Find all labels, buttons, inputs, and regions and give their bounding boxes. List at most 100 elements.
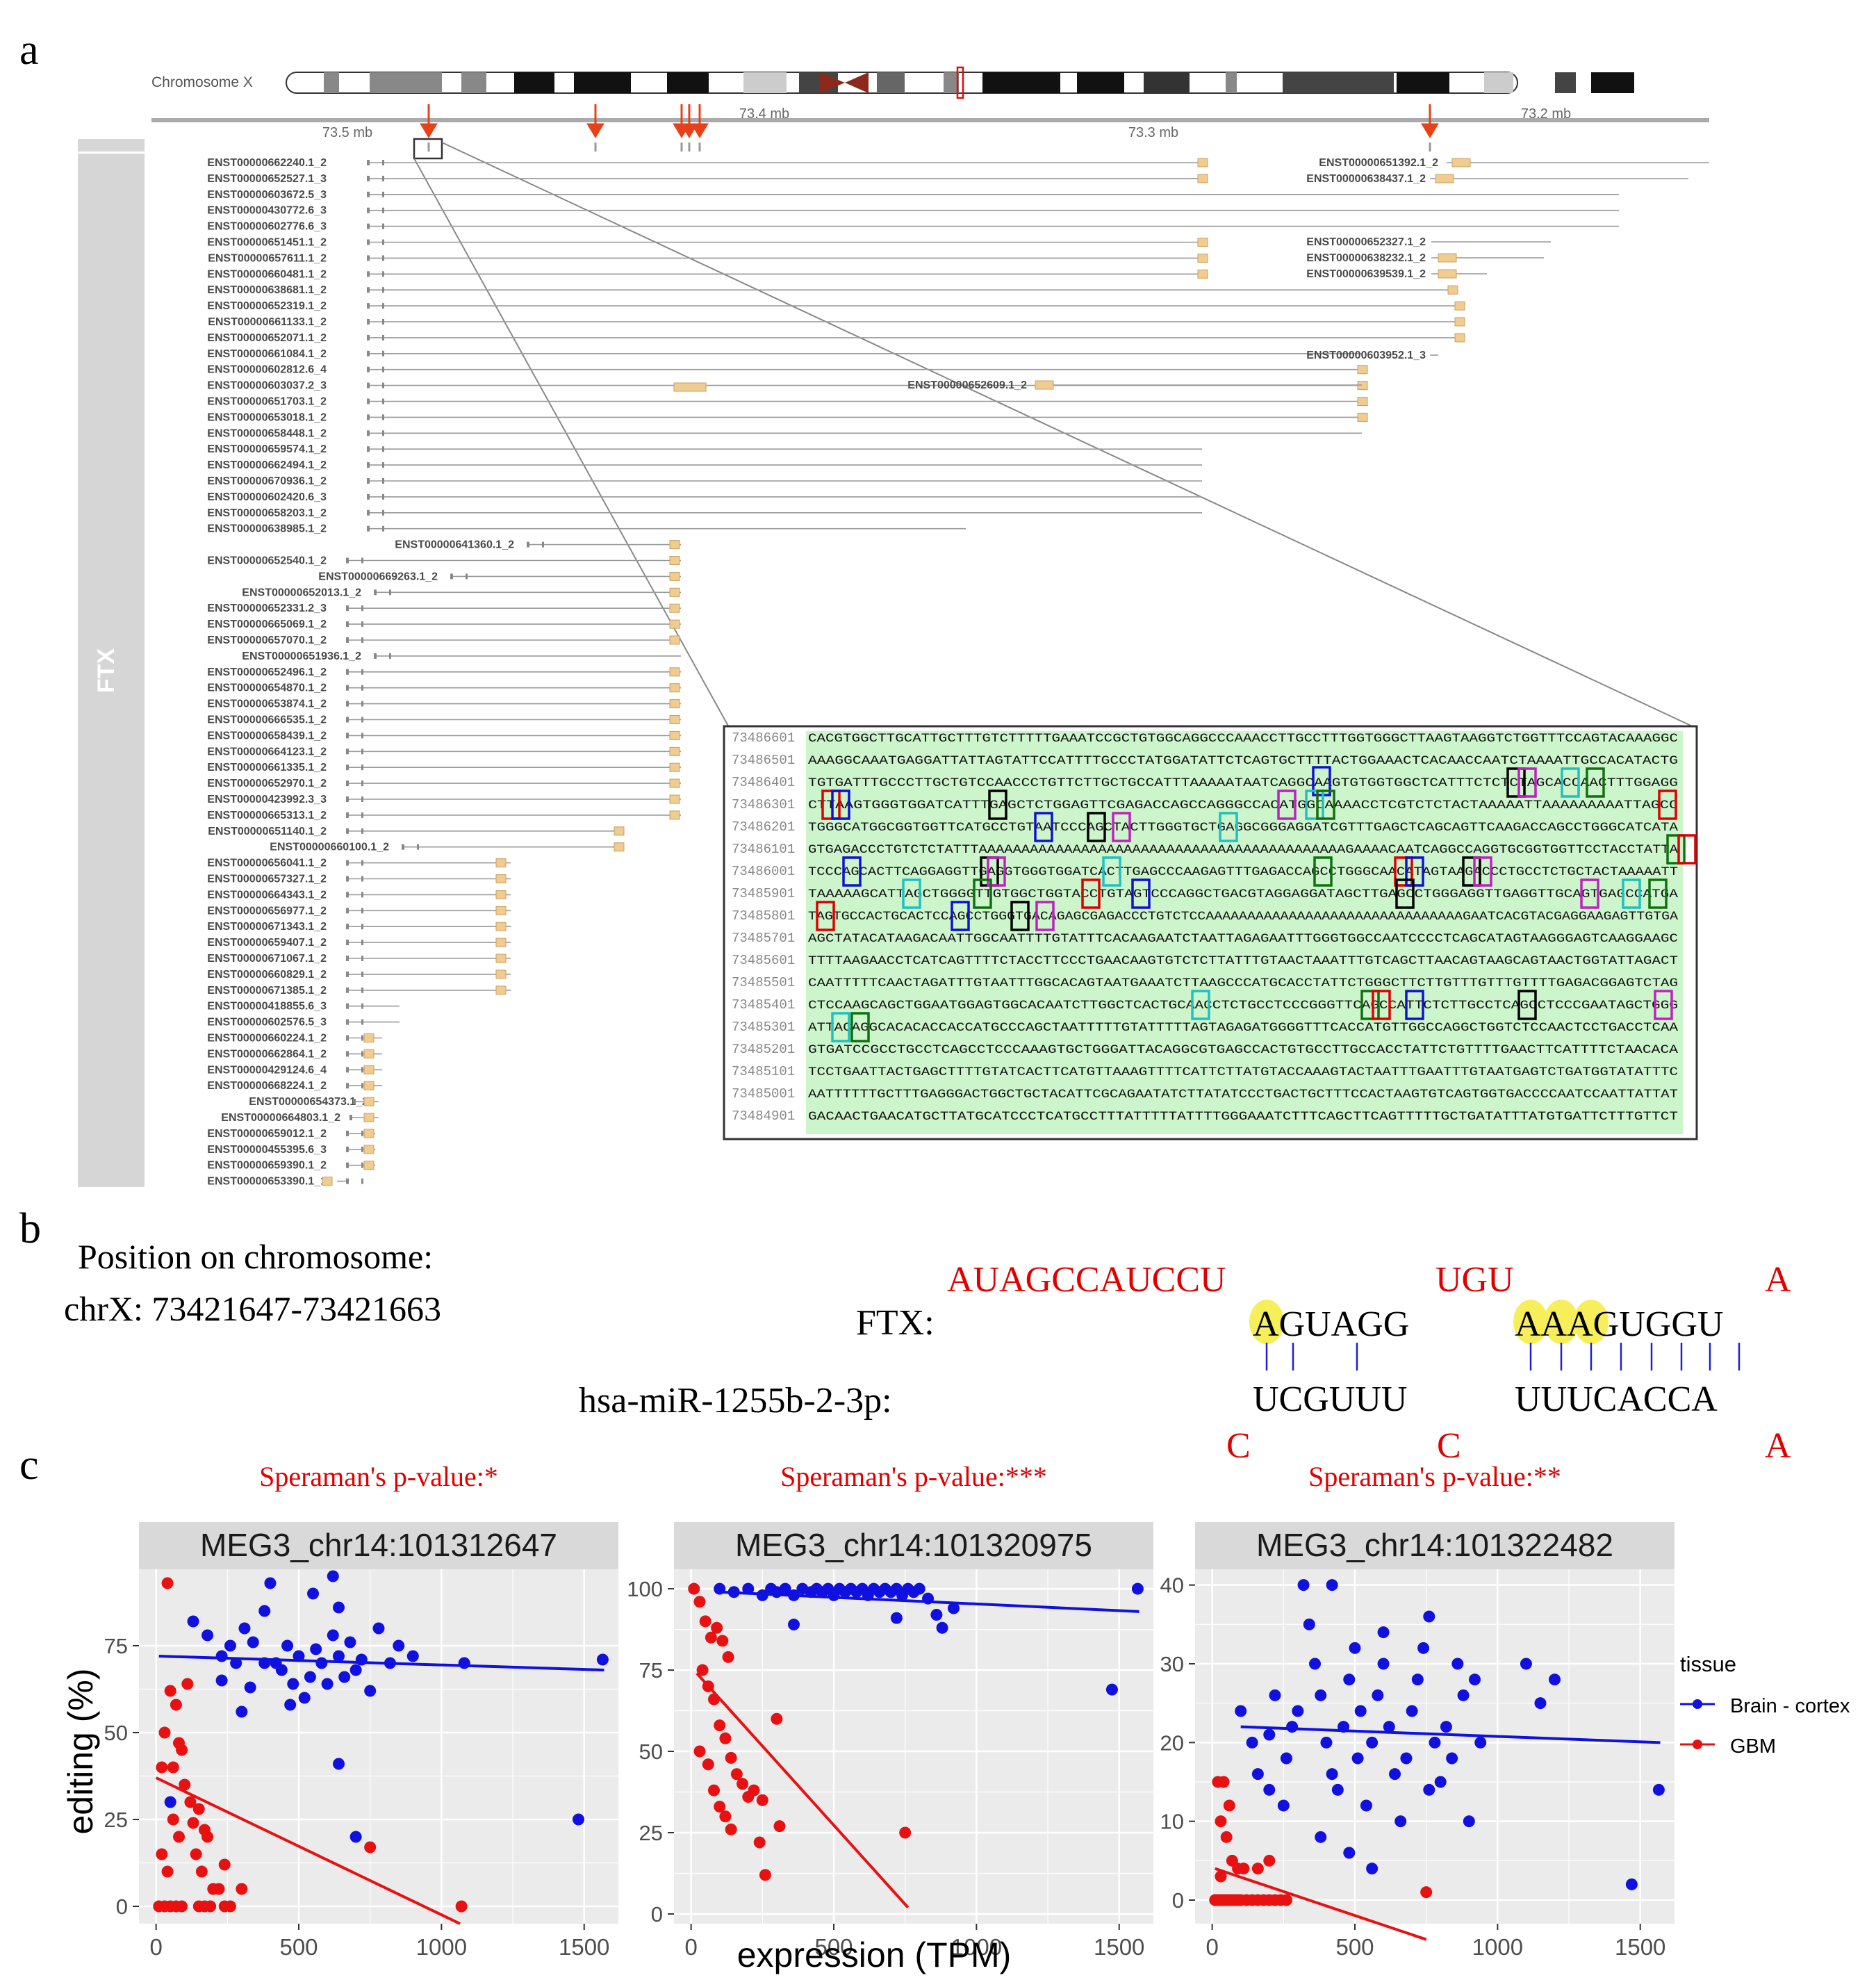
x-tick-label: 0 [684,1934,697,1960]
transcript-label: ENST00000653390.1_1 [207,1176,327,1188]
sequence-position: 73485901 [732,886,795,901]
data-point [1220,1831,1233,1843]
transcript-label: ENST00000652496.1_2 [207,666,327,678]
scatter-plot-1: Speraman's p-value:* MEG3_chr14:101312647… [104,1461,618,1960]
sequence-text: CAATTTTTCAACTAGATTTGTAATTTGGCACAGTAATGAA… [808,976,1678,990]
data-point [1251,1863,1264,1875]
data-point [725,1823,737,1835]
chromosome-label: Chromosome X [151,74,253,90]
trend-line [155,1776,461,1925]
y-tick-label: 25 [639,1821,663,1845]
transcript-label: ENST00000661335.1_2 [207,762,327,774]
transcript-label: ENST00000660829.1_2 [207,969,327,981]
data-point [779,1582,791,1595]
editing-site-box [1102,856,1121,887]
data-point [1269,1689,1281,1701]
editing-site-box [1405,856,1424,887]
sequence-position: 73486601 [732,730,795,746]
transcript-label: ENST00000602420.6_3 [207,491,327,503]
editing-site-box [816,901,835,931]
data-point [756,1794,768,1806]
data-point [164,1685,176,1697]
significance-annotation: Speraman's p-value:* [259,1461,498,1492]
scatter-plot-3: Speraman's p-value:** MEG3_chr14:10132248… [1160,1461,1675,1960]
data-point [719,1732,732,1744]
legend: tissue Brain - cortex GBM [1680,1652,1850,1758]
transcript-label: ENST00000662240.1_2 [207,157,327,169]
data-point [284,1699,297,1711]
data-point [315,1657,328,1669]
transcript-label: ENST00000671385.1_2 [207,985,327,997]
transcript-label: ENST00000652071.1_2 [207,332,327,344]
editing-site-arrows [420,104,1439,138]
editing-site-box [1360,990,1380,1020]
data-point [198,1824,211,1836]
data-point [307,1587,320,1600]
transcript-label: ENST00000423992.3_3 [207,794,327,805]
transcript-label: ENST00000662864.1_2 [207,1048,327,1060]
panel-c-scatterplots: Speraman's p-value:* MEG3_chr14:101312647… [61,1461,1850,1974]
legend-label-gbm: GBM [1730,1735,1776,1758]
editing-site-box [1395,878,1415,909]
utr-box [363,1081,375,1090]
data-point [190,1848,202,1860]
data-point [1223,1799,1235,1812]
data-point [458,1657,470,1669]
data-point [742,1582,755,1595]
data-point [247,1636,259,1648]
data-point [244,1681,256,1694]
editing-site-box [821,789,841,820]
sequence-position: 73485601 [732,953,795,968]
transcript-label: ENST00000602576.5_3 [207,1017,327,1029]
editing-site-box [1666,834,1686,865]
data-point [310,1643,322,1655]
utr-box [1197,269,1208,279]
utr-box [1438,253,1457,263]
data-point [1320,1736,1333,1749]
editing-site-box [1473,856,1492,887]
data-point [1215,1815,1227,1828]
mirna-unpaired-3: A [1765,1426,1791,1466]
data-point [1429,1736,1441,1749]
mirna-label: hsa-miR-1255b-2-3p: [579,1381,892,1421]
editing-site-box [988,789,1007,820]
data-point [215,1674,228,1687]
data-point [184,1796,197,1808]
x-tick-label: 500 [279,1934,318,1960]
data-point [327,1570,339,1582]
legend-title: tissue [1680,1652,1736,1676]
utr-box [669,619,680,629]
utr-box [495,874,507,883]
ftx-unpaired-3: A [1765,1260,1791,1300]
utr-box [1357,412,1368,422]
editing-site-box [1586,767,1605,798]
data-point [711,1621,723,1634]
sequence-text: TAGTGCCACTGCACTCCAGCCTGGGTGACAGAGCGAGACC… [808,910,1679,924]
data-point [1235,1705,1247,1717]
sequence-position: 73486001 [732,864,795,879]
sequence-position: 73485301 [732,1020,795,1035]
data-point [913,1582,925,1595]
transcript-label: ENST00000668224.1_2 [207,1080,327,1092]
editing-site-box [1112,812,1131,842]
utr-box [363,1033,375,1042]
transcript-label: ENST00000656041.1_2 [207,858,327,869]
transcript-label: ENST00000661133.1_2 [208,316,327,328]
editing-site-box [1517,767,1537,798]
sequence-text: CACGTGGCTTGCATTGCTTTGTCTTTTTGAAATCCGCTGT… [808,732,1678,746]
utr-box [1197,174,1208,183]
utr-box [363,1161,375,1170]
data-point [406,1650,419,1662]
data-point [1463,1815,1475,1828]
editing-site-box [1312,766,1331,796]
sequence-text: TAAAAAGCATTAGCTGGGGTTGTGGCTGGTACCTGTAGTC… [808,887,1679,901]
facet-title: MEG3_chr14:101312647 [200,1527,557,1563]
transcript-label: ENST00000652013.1_2 [242,587,361,598]
ftx-gene-bar [78,139,145,1187]
transcript-label: ENST00000638681.1_2 [207,284,327,296]
transcript-label: ENST00000658203.1_2 [207,507,327,519]
utr-box [1357,365,1368,375]
data-point [788,1619,800,1631]
transcript-label: ENST00000659012.1_2 [207,1128,327,1140]
editing-site-box [1131,878,1151,909]
